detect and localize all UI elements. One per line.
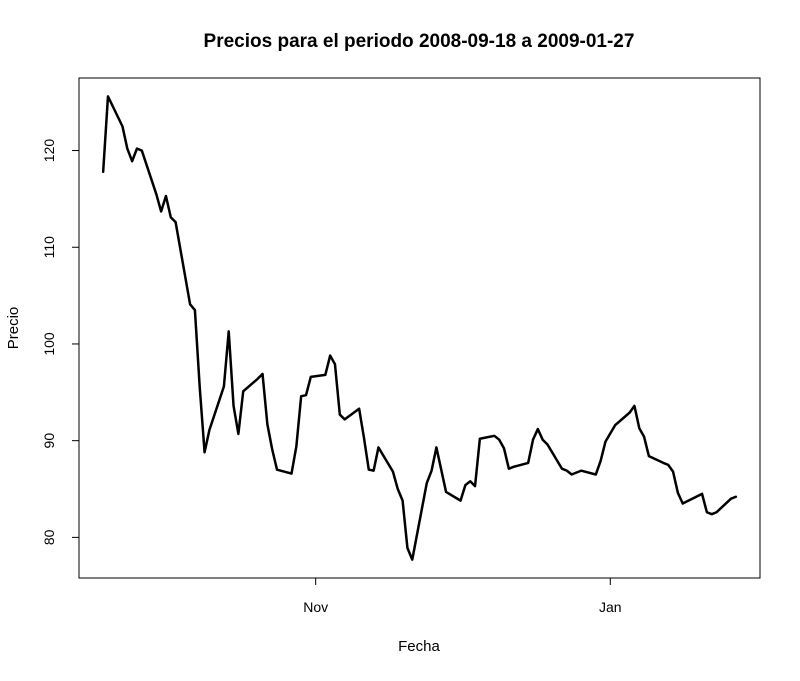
y-tick-label: 100 [41,332,57,356]
x-tick-label: Jan [599,599,622,615]
y-tick-label: 80 [41,529,57,545]
y-axis-label: Precio [5,307,22,350]
price-line [101,95,738,561]
y-tick-label: 120 [41,139,57,163]
x-axis: Nov Jan [303,578,622,615]
plot-frame [78,77,761,579]
y-tick-label: 90 [41,433,57,449]
y-tick-label: 110 [41,236,57,259]
x-tick-label: Nov [303,599,328,615]
chart-title: Precios para el periodo 2008-09-18 a 200… [204,31,635,52]
y-axis: 80 90 100 110 120 [41,139,79,545]
x-axis-label: Fecha [398,638,440,655]
